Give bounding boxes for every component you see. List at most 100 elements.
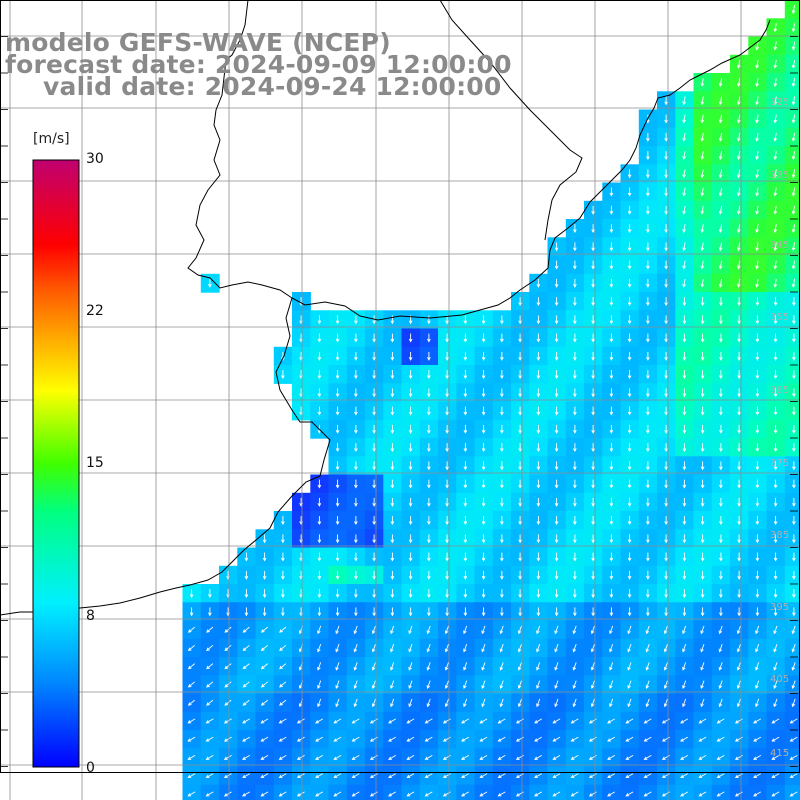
wind-speed-cell	[200, 693, 220, 713]
wind-arrow	[554, 698, 559, 708]
wind-speed-cell	[310, 748, 330, 768]
wind-arrow	[552, 736, 561, 742]
wind-arrow	[609, 187, 614, 197]
wind-arrow	[773, 443, 778, 453]
wind-arrow	[260, 718, 269, 724]
wind-arrow	[408, 534, 413, 544]
wind-arrow	[792, 497, 796, 507]
wind-arrow	[773, 59, 778, 69]
wind-arrow	[296, 791, 305, 797]
wind-arrow	[737, 78, 741, 88]
wind-arrow	[646, 406, 650, 416]
wind-arrow	[354, 516, 358, 526]
wind-arrow	[372, 589, 376, 599]
wind-arrow	[591, 443, 595, 453]
wind-arrow	[590, 698, 595, 708]
wind-arrow	[646, 205, 650, 215]
wind-arrow	[700, 242, 705, 252]
wind-arrow	[426, 680, 431, 689]
wind-speed-cell	[182, 748, 202, 768]
wind-arrow	[335, 570, 340, 580]
wind-arrow	[500, 534, 504, 544]
wind-arrow	[700, 370, 705, 380]
wind-arrow	[682, 333, 687, 343]
wind-speed-cell	[346, 784, 366, 800]
wind-speed-cell	[310, 620, 330, 640]
wind-arrow	[335, 589, 340, 599]
wind-arrow	[664, 607, 668, 617]
wind-arrow	[755, 479, 760, 489]
wind-speed-cell	[784, 127, 800, 147]
wind-arrow	[281, 570, 285, 580]
wind-speed-cell	[310, 693, 330, 713]
wind-arrow	[773, 370, 778, 380]
wind-arrow	[682, 260, 686, 270]
wind-arrow	[554, 516, 559, 526]
wind-speed-cell	[529, 657, 549, 676]
wind-arrow	[664, 424, 668, 434]
wind-arrow	[554, 497, 559, 507]
wind-speed-cell	[602, 766, 622, 786]
wind-arrow	[753, 791, 762, 797]
wind-arrow	[224, 626, 232, 633]
wind-arrow	[536, 443, 541, 453]
wind-arrow	[554, 370, 559, 380]
wind-arrow	[390, 589, 395, 599]
wind-arrow	[791, 132, 796, 142]
wind-arrow	[789, 718, 798, 724]
wind-arrow	[536, 552, 541, 562]
wind-arrow	[645, 680, 650, 689]
wind-arrow	[773, 169, 778, 179]
wind-arrow	[773, 662, 778, 671]
wind-arrow	[719, 516, 723, 526]
wind-arrow	[499, 662, 504, 671]
wind-arrow	[792, 388, 796, 398]
wind-speed-cell	[730, 784, 749, 800]
wind-arrow	[372, 516, 376, 526]
wind-arrow	[646, 370, 650, 380]
wind-arrow	[609, 570, 614, 580]
wind-speed-cell	[237, 638, 257, 658]
wind-arrow	[390, 662, 395, 671]
coastline	[187, 0, 771, 321]
wind-arrow	[224, 663, 232, 670]
wind-arrow	[205, 773, 214, 779]
wind-speed-cell	[200, 638, 220, 658]
wind-arrow	[500, 479, 504, 489]
wind-arrow	[481, 461, 486, 471]
colorbar-tick-15: 15	[86, 455, 104, 471]
wind-arrow	[609, 388, 614, 398]
wind-arrow	[588, 755, 597, 760]
wind-speed-cell	[547, 784, 567, 800]
wind-speed-cell	[492, 675, 512, 695]
wind-arrow	[737, 315, 741, 325]
wind-arrow	[536, 479, 541, 489]
wind-arrow	[664, 370, 668, 380]
wind-arrow	[481, 406, 486, 416]
wind-arrow	[463, 479, 468, 489]
wind-arrow	[427, 461, 431, 471]
wind-arrow	[388, 755, 397, 760]
wind-arrow	[445, 370, 449, 380]
wind-arrow	[718, 187, 723, 197]
wind-arrow	[573, 516, 577, 526]
wind-arrow	[351, 718, 360, 724]
wind-speed-cell	[273, 638, 293, 658]
wind-speed-cell	[456, 748, 476, 768]
wind-arrow	[682, 406, 687, 416]
wind-arrow	[463, 570, 468, 580]
wind-arrow	[682, 552, 687, 562]
wind-arrow	[317, 315, 322, 325]
wind-arrow	[351, 755, 360, 760]
wind-arrow	[682, 315, 687, 325]
wind-arrow	[573, 224, 577, 234]
wind-arrow	[317, 698, 322, 708]
wind-speed-cell	[346, 748, 366, 768]
wind-arrow	[536, 589, 541, 599]
wind-arrow	[719, 351, 723, 361]
wind-arrow	[552, 718, 561, 724]
wind-arrow	[609, 461, 614, 471]
wind-arrow	[737, 406, 741, 416]
wind-arrow	[627, 443, 632, 453]
wind-speed-cell	[529, 711, 549, 731]
